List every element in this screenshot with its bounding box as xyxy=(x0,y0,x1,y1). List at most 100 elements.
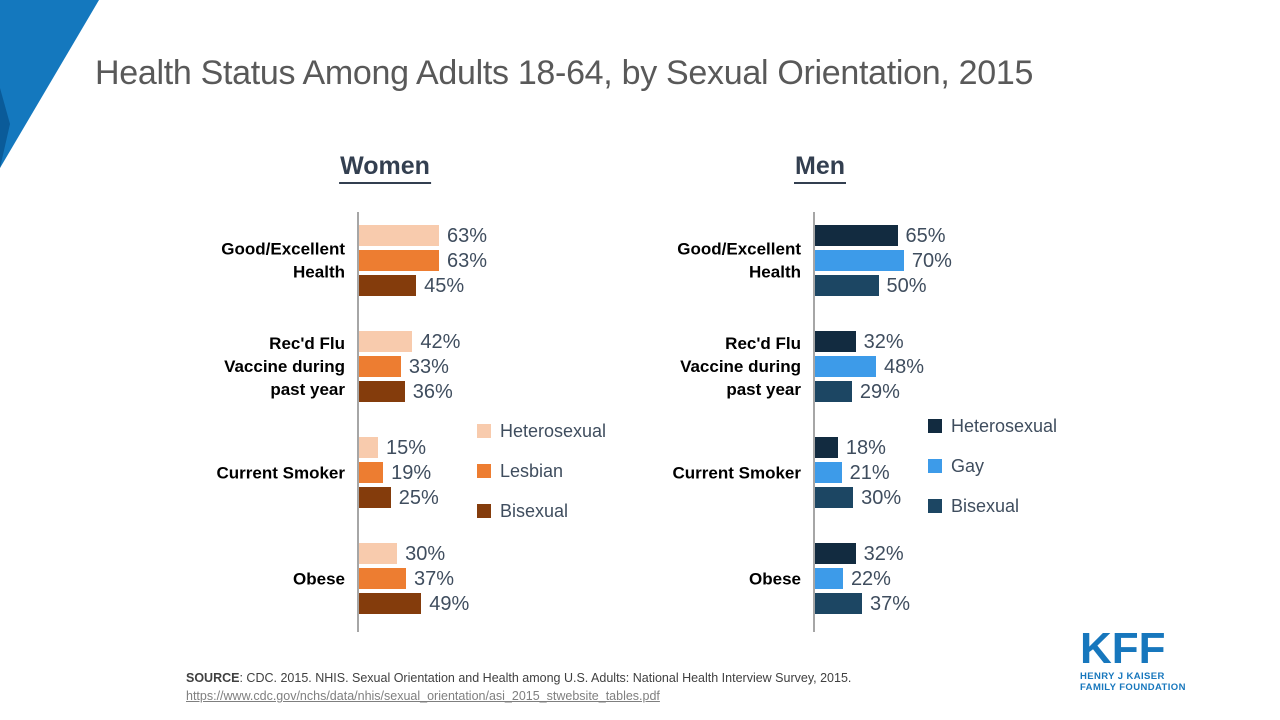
bar-row: 37% xyxy=(815,593,1126,614)
bar-row: 48% xyxy=(815,356,1126,377)
legend-label: Lesbian xyxy=(500,461,564,481)
bar-value-label: 50% xyxy=(886,274,927,297)
bar-heterosexual xyxy=(359,543,398,564)
bar-row: 15% xyxy=(359,437,670,458)
bar-value-label: 36% xyxy=(412,380,453,403)
kff-logo: KFF HENRY J KAISER FAMILY FOUNDATION xyxy=(1080,624,1186,694)
bar-value-label: 49% xyxy=(429,592,470,615)
corner-accent-triangle xyxy=(0,0,99,168)
bar-row: 21% xyxy=(815,462,1126,483)
source-link-line: https://www.cdc.gov/nchs/data/nhis/sexua… xyxy=(186,687,851,705)
bar-value-label: 63% xyxy=(447,249,488,272)
legend-label: Bisexual xyxy=(500,501,569,521)
category-label: Current Smoker xyxy=(672,462,801,482)
bar-value-label: 45% xyxy=(424,274,465,297)
bar-value-label: 15% xyxy=(386,436,427,459)
bar-row: 36% xyxy=(359,381,670,402)
bar-row: 19% xyxy=(359,462,670,483)
bar-bisexual xyxy=(815,487,854,508)
legend-item: Heterosexual xyxy=(928,417,1057,435)
bar-row: 63% xyxy=(359,250,670,271)
bar-row: 45% xyxy=(359,275,670,296)
bar-row: 42% xyxy=(359,331,670,352)
kff-logo-subtext-line1: HENRY J KAISER xyxy=(1080,671,1165,683)
legend: Heterosexual Lesbian Bisexual xyxy=(477,421,607,544)
bar-value-label: 21% xyxy=(849,461,890,484)
bar-row: 30% xyxy=(359,543,670,564)
bar-lesbian xyxy=(359,356,401,377)
bar-row: 63% xyxy=(359,225,670,246)
bar-heterosexual xyxy=(815,543,856,564)
bar-lesbian xyxy=(359,250,439,271)
category-group: Obese 30% 37% 49% xyxy=(293,543,670,614)
slide-title: Health Status Among Adults 18-64, by Sex… xyxy=(95,54,1034,92)
bar-row: 50% xyxy=(815,275,1126,296)
category-group: Good/Excellent Health 63% 63% 45% xyxy=(221,225,670,296)
source-line: SOURCE: CDC. 2015. NHIS. Sexual Orientat… xyxy=(186,669,851,687)
bar-value-label: 48% xyxy=(883,355,924,378)
legend-swatch-icon xyxy=(928,459,942,473)
legend-item: Gay xyxy=(928,456,1057,476)
category-group: Rec'd Flu Vaccine during past year 42% 33%… xyxy=(224,331,670,402)
bar-row: 25% xyxy=(359,487,670,508)
bar-heterosexual xyxy=(359,331,413,352)
bar-gay xyxy=(815,568,843,589)
category-label: Good/Excellent Health xyxy=(677,239,801,282)
bar-value-label: 32% xyxy=(863,330,904,353)
bar-bisexual xyxy=(359,381,405,402)
women-chart: Good/Excellent Health 63% 63% 45% Rec'd Flu … xyxy=(170,205,670,645)
category-group: Current Smoker 15% 19% 25% xyxy=(217,437,670,508)
bar-value-label: 19% xyxy=(391,461,432,484)
legend-item: Bisexual xyxy=(477,501,606,521)
y-axis-line xyxy=(813,212,815,632)
bar-value-label: 29% xyxy=(859,380,900,403)
bar-row: 32% xyxy=(815,331,1126,352)
legend-swatch-icon xyxy=(477,464,491,478)
bar-bisexual xyxy=(815,593,862,614)
bar-heterosexual xyxy=(815,331,856,352)
men-chart-heading: Men xyxy=(794,152,846,184)
legend-item: Lesbian xyxy=(477,461,606,481)
bar-heterosexual xyxy=(815,437,838,458)
legend-swatch-icon xyxy=(928,499,942,513)
bar-bisexual xyxy=(359,275,417,296)
source-label: SOURCE xyxy=(186,671,240,685)
legend-label: Bisexual xyxy=(951,496,1020,516)
bar-value-label: 18% xyxy=(845,436,886,459)
bar-groups: Good/Excellent Health 65% 70% 50% Rec'd Flu … xyxy=(673,205,1126,614)
legend-label: Heterosexual xyxy=(500,421,607,441)
bar-bisexual xyxy=(359,487,391,508)
bar-value-label: 22% xyxy=(850,567,891,590)
bar-gay xyxy=(815,356,876,377)
legend: Heterosexual Gay Bisexual xyxy=(928,417,1057,539)
bar-heterosexual xyxy=(359,225,439,246)
bar-bisexual xyxy=(359,593,422,614)
bar-row: 32% xyxy=(815,543,1126,564)
bar-row: 65% xyxy=(815,225,1126,246)
bar-bisexual xyxy=(815,275,879,296)
bar-row: 70% xyxy=(815,250,1126,271)
source-link[interactable]: https://www.cdc.gov/nchs/data/nhis/sexua… xyxy=(186,689,660,704)
bar-value-label: 70% xyxy=(911,249,952,272)
category-label: Current Smoker xyxy=(216,462,345,482)
bar-row: 22% xyxy=(815,568,1126,589)
bar-heterosexual xyxy=(359,437,379,458)
bar-value-label: 30% xyxy=(861,486,902,509)
bar-value-label: 32% xyxy=(863,542,904,565)
legend-item: Heterosexual xyxy=(477,421,607,441)
legend-swatch-icon xyxy=(928,419,942,433)
kff-logo-text: KFF xyxy=(1080,624,1166,673)
bar-row: 33% xyxy=(359,356,670,377)
bar-row: 49% xyxy=(359,593,670,614)
category-group: Rec'd Flu Vaccine during past year 32% 48%… xyxy=(680,331,1126,403)
bar-value-label: 65% xyxy=(905,224,946,247)
bar-gay xyxy=(815,462,842,483)
bar-value-label: 37% xyxy=(869,592,911,615)
bar-row: 30% xyxy=(815,487,1126,508)
category-group: Current Smoker 18% 21% 30% xyxy=(673,437,1126,508)
category-label: Obese xyxy=(293,568,345,588)
legend-label: Gay xyxy=(951,456,985,476)
bar-value-label: 33% xyxy=(408,355,449,378)
bar-row: 18% xyxy=(815,437,1126,458)
kff-logo-subtext: HENRY J KAISER FAMILY FOUNDATION xyxy=(1080,671,1186,694)
